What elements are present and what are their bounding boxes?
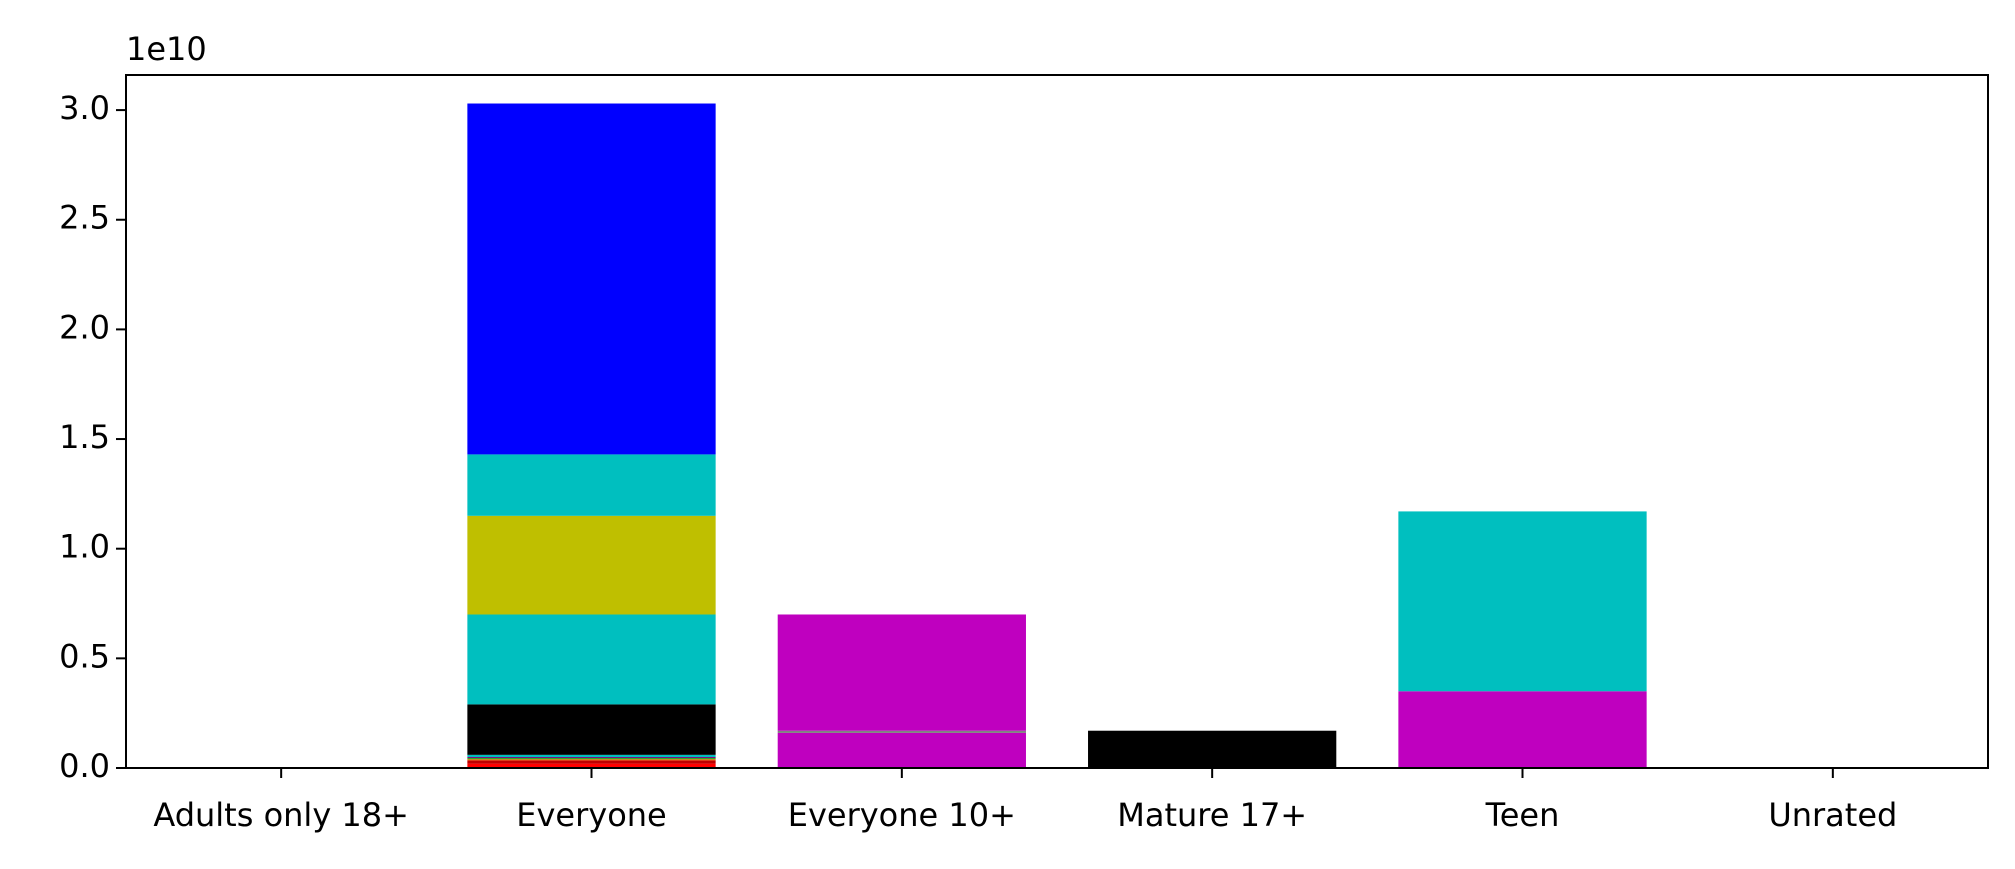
bar-segment-1-6 <box>467 704 716 755</box>
bar-segment-4-0 <box>1398 691 1647 768</box>
bar-segment-4-1 <box>1398 511 1647 692</box>
bars-layer <box>467 103 1647 768</box>
plot-frame <box>125 74 1989 769</box>
x-tick-label-4: Teen <box>1485 796 1560 834</box>
x-tick-label-1: Everyone <box>516 796 666 834</box>
y-tick-label-6: 3.0 <box>59 89 110 127</box>
bar-segment-1-7 <box>467 614 716 705</box>
bar-segment-1-10 <box>467 103 716 455</box>
y-tick-label-5: 2.5 <box>59 199 110 237</box>
x-tick-label-2: Everyone 10+ <box>788 796 1016 834</box>
bar-segment-1-3 <box>467 758 716 760</box>
bar-segment-1-0 <box>467 763 716 768</box>
x-tick-label-3: Mature 17+ <box>1117 796 1307 834</box>
bar-segment-2-2 <box>777 614 1026 731</box>
x-axis: Adults only 18+ Everyone Everyone 10+ Matur… <box>153 768 1897 834</box>
y-tick-label-1: 0.5 <box>59 637 110 675</box>
bar-segment-1-8 <box>467 515 716 615</box>
x-tick-label-0: Adults only 18+ <box>153 796 409 834</box>
bar-segment-1-4 <box>467 757 716 759</box>
y-axis: 0.0 0.5 1.0 1.5 2.0 2.5 3.0 <box>59 89 126 785</box>
bar-segment-1-9 <box>467 454 716 516</box>
x-tick-label-5: Unrated <box>1768 796 1897 834</box>
y-tick-label-2: 1.0 <box>59 528 110 566</box>
bar-segment-1-2 <box>467 759 716 761</box>
bar-segment-2-1 <box>777 730 1026 733</box>
bar-segment-1-5 <box>467 754 716 758</box>
y-tick-label-0: 0.0 <box>59 747 110 785</box>
y-tick-label-3: 1.5 <box>59 418 110 456</box>
y-offset-label: 1e10 <box>126 30 207 68</box>
bar-segment-3-0 <box>1088 730 1337 768</box>
bar-segment-1-1 <box>467 760 716 764</box>
bar-segment-2-0 <box>777 732 1026 768</box>
y-tick-label-4: 2.0 <box>59 308 110 346</box>
